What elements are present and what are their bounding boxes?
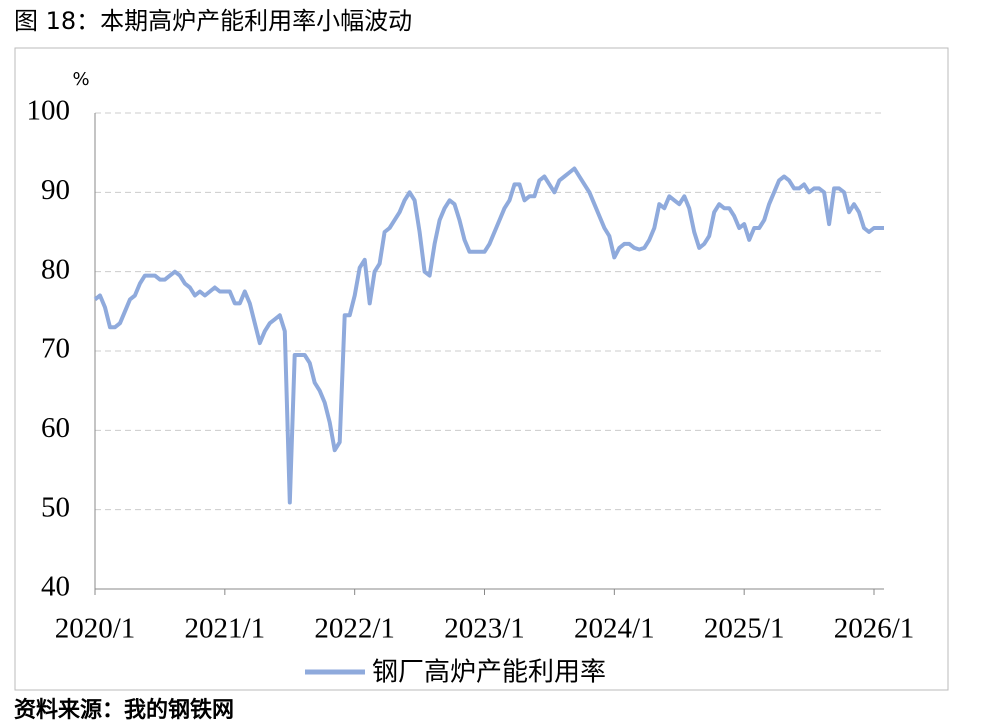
y-tick-label: 90 xyxy=(41,174,70,206)
legend-label: 钢厂高炉产能利用率 xyxy=(372,658,606,688)
x-tick-label: 2020/1 xyxy=(55,613,136,645)
x-tick-label: 2023/1 xyxy=(444,613,525,645)
x-tick-label: 2026/1 xyxy=(834,613,915,645)
y-tick-label: 70 xyxy=(41,333,70,365)
x-tick-label: 2025/1 xyxy=(704,613,785,645)
y-tick-label: 50 xyxy=(41,491,70,523)
y-tick-label: 80 xyxy=(41,253,70,285)
x-tick-label: 2021/1 xyxy=(185,613,266,645)
y-unit: % xyxy=(72,69,89,90)
data-line xyxy=(93,166,884,505)
source-note: 资料来源：我的钢铁网 xyxy=(14,697,234,723)
y-tick-label: 60 xyxy=(41,412,70,444)
chart-title: 图 18：本期高炉产能利用率小幅波动 xyxy=(14,7,412,35)
x-tick-label: 2022/1 xyxy=(314,613,395,645)
y-tick-label: 40 xyxy=(41,571,70,603)
y-tick-label: 100 xyxy=(27,95,71,127)
x-tick-label: 2024/1 xyxy=(574,613,655,645)
chart-frame xyxy=(14,47,949,691)
